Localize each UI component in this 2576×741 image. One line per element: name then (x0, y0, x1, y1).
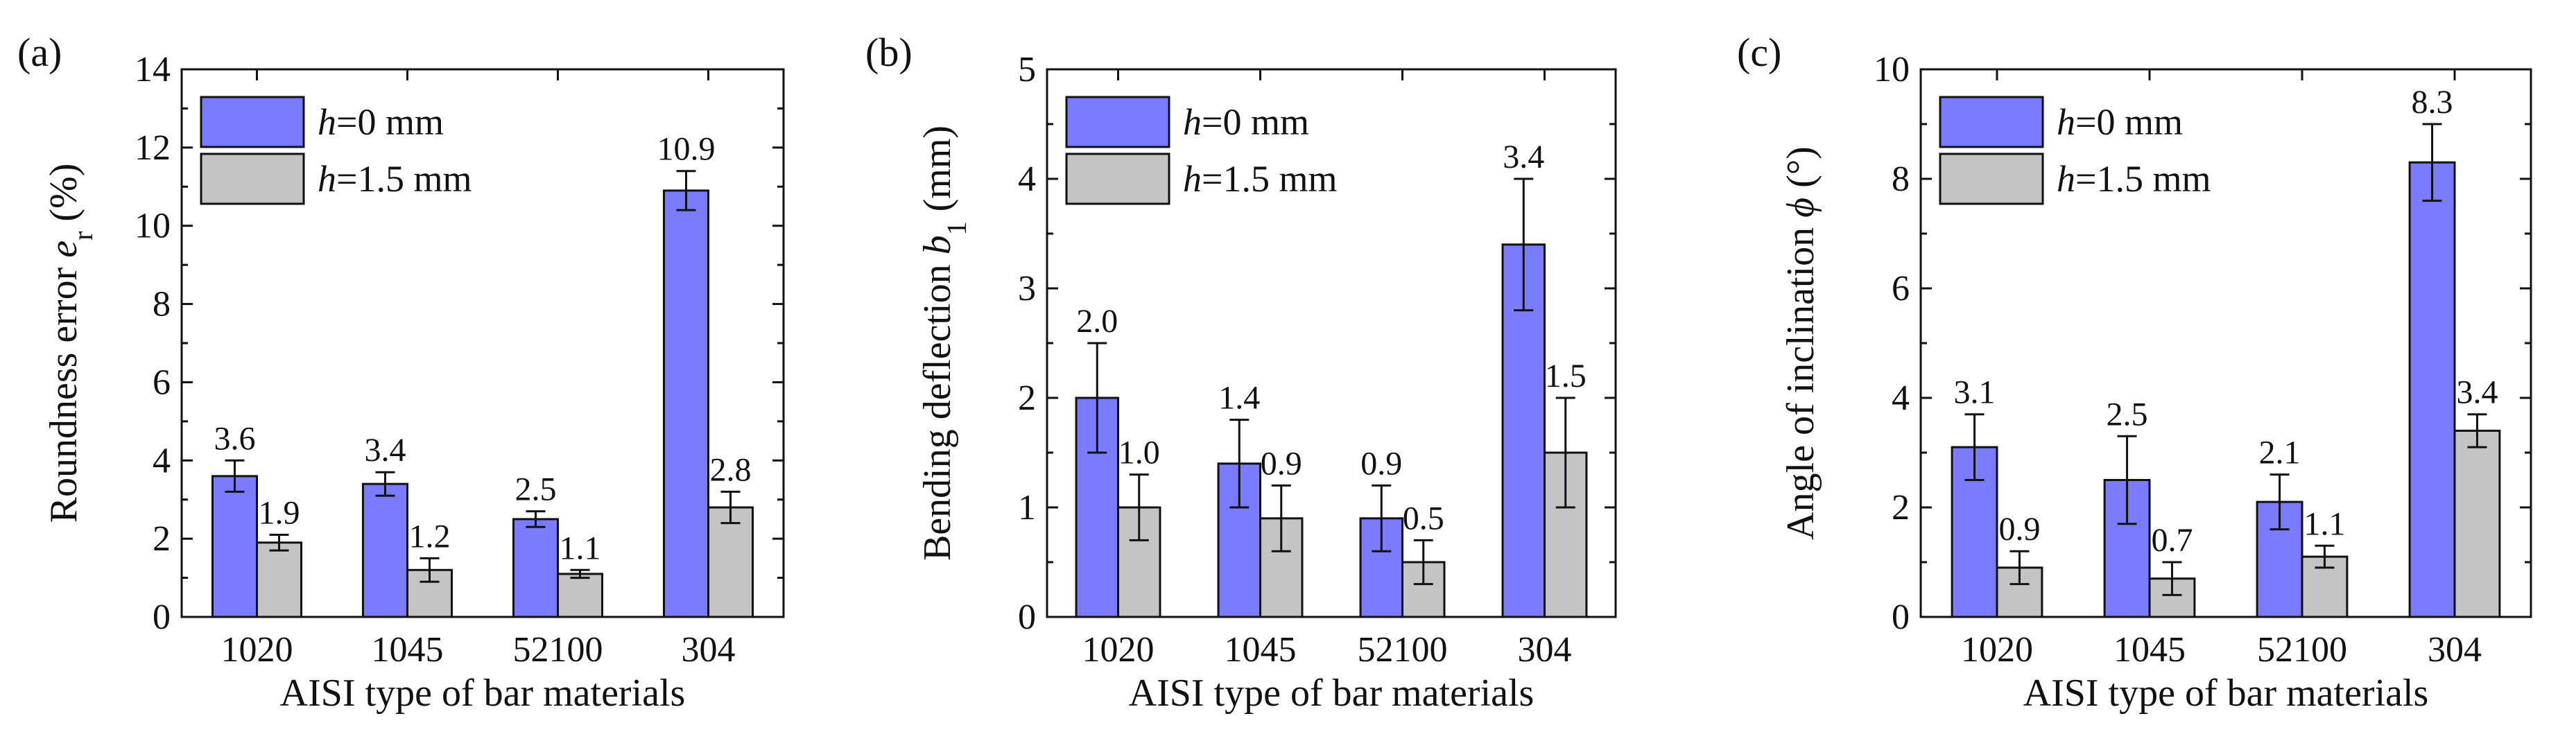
x-tick-label: 304 (2428, 630, 2482, 670)
chart-panel-2: (b)01234510202.01.010451.40.9521000.90.5… (865, 30, 1617, 715)
data-label: 0.9 (1360, 445, 1402, 482)
data-label: 10.9 (657, 131, 715, 168)
data-label: 3.1 (1954, 374, 1996, 411)
y-tick-label: 5 (1018, 50, 1036, 89)
y-tick-label: 0 (1892, 598, 1910, 637)
data-label: 1.1 (560, 530, 601, 566)
y-axis-title: Bending deflection b1 (mm) (916, 125, 972, 561)
x-tick-label: 304 (682, 630, 736, 670)
x-axis-title: AISI type of bar materials (2023, 672, 2429, 715)
legend-swatch-series1 (1065, 152, 1170, 205)
y-tick-label: 4 (1892, 378, 1910, 418)
panel-label: (a) (17, 30, 62, 75)
x-tick-label: 1020 (1082, 630, 1155, 670)
data-label: 0.9 (1261, 445, 1302, 482)
y-tick-label: 1 (1018, 488, 1036, 528)
legend-label-series0: h=0 mm (318, 101, 444, 143)
data-label: 8.3 (2412, 84, 2453, 121)
y-axis-title: Angle of inclination ϕ (°) (1779, 146, 1822, 540)
data-label: 2.5 (515, 471, 556, 508)
bar-304-series0 (662, 189, 709, 618)
x-tick-label: 1045 (2113, 630, 2186, 670)
bar-304-series1 (2453, 429, 2501, 618)
axis-frame (1046, 68, 1617, 618)
data-label: 0.5 (1403, 500, 1444, 537)
chart-panel-3: (c) 0 2 4 6 8 10 1020 3.1 0.9 1045 2.5 0.7 52100 2.11.… (1737, 30, 2532, 715)
data-label: 1.0 (1118, 435, 1160, 471)
x-tick-label: 304 (1518, 630, 1572, 670)
bar-52100-series0 (512, 518, 559, 618)
data-label: 3.6 (214, 420, 255, 457)
data-label: 3.4 (2456, 374, 2498, 411)
y-tick-label: 6 (1892, 269, 1910, 308)
bar-304-series0 (2408, 161, 2456, 618)
y-tick-label: 8 (1892, 159, 1910, 199)
y-tick-label: 3 (1018, 269, 1036, 308)
y-tick-label: 8 (153, 285, 171, 324)
data-label: 0.7 (2151, 522, 2193, 559)
y-tick-label: 0 (1018, 598, 1036, 637)
data-label: 1.1 (2303, 505, 2345, 542)
data-label: 2.8 (710, 451, 752, 488)
data-label: 1.9 (259, 495, 300, 532)
y-tick-label: 6 (153, 363, 171, 402)
x-tick-label: 1020 (221, 630, 293, 670)
bar-1020-series0 (211, 475, 258, 618)
legend-swatch-series0 (200, 96, 305, 148)
axis-frame (180, 68, 785, 618)
chart-panel-1: (a) 0 2 4 6 8 10 12 14 1020 3.6 1.9 1045 3.4 1.2 52100 2… (17, 30, 785, 715)
data-label: 2.5 (2107, 396, 2148, 433)
legend-label-series1: h=1.5 mm (1183, 158, 1337, 200)
y-tick-label: 2 (153, 519, 171, 559)
data-label: 1.2 (409, 518, 451, 555)
y-axis-title: Roundness error er (%) (42, 164, 98, 523)
data-label: 1.4 (1218, 380, 1260, 417)
legend-label-series1: h=1.5 mm (2057, 158, 2211, 200)
data-label: 1.5 (1545, 358, 1587, 394)
legend-swatch-series1 (200, 152, 305, 205)
x-tick-label: 52100 (513, 630, 603, 670)
legend-swatch-series0 (1065, 96, 1170, 148)
y-tick-label: 2 (1018, 378, 1036, 418)
y-tick-label: 4 (153, 441, 171, 480)
axis-frame (1919, 68, 2532, 618)
x-tick-label: 1020 (1961, 630, 2033, 670)
bar-1045-series0 (361, 482, 408, 618)
data-label: 2.0 (1076, 303, 1118, 340)
legend-swatch-series0 (1939, 96, 2044, 148)
data-label: 3.4 (1503, 139, 1544, 175)
legend-swatch-series1 (1939, 152, 2044, 205)
y-tick-label: 12 (135, 128, 171, 168)
panel-label: (c) (1737, 30, 1781, 75)
x-axis-title: AISI type of bar materials (280, 672, 686, 715)
legend-label-series0: h=0 mm (1183, 101, 1309, 143)
y-tick-label: 10 (135, 207, 171, 246)
y-tick-label: 14 (135, 50, 171, 89)
data-label: 0.9 (1998, 511, 2040, 548)
x-tick-label: 52100 (1358, 630, 1448, 670)
y-tick-label: 10 (1874, 50, 1910, 89)
bar-1020-series1 (256, 541, 303, 618)
y-tick-label: 4 (1018, 159, 1036, 199)
x-tick-label: 52100 (2257, 630, 2347, 670)
legend-label-series0: h=0 mm (2057, 101, 2183, 143)
data-label: 2.1 (2259, 435, 2301, 471)
x-tick-label: 1045 (372, 630, 444, 670)
x-axis-title: AISI type of bar materials (1129, 672, 1535, 715)
x-tick-label: 1045 (1225, 630, 1297, 670)
data-label: 3.4 (364, 432, 406, 469)
y-tick-label: 2 (1892, 488, 1910, 528)
bar-304-series1 (707, 506, 754, 618)
y-tick-label: 0 (153, 598, 171, 637)
panel-label: (b) (865, 30, 913, 75)
bar-52100-series1 (557, 573, 604, 618)
legend-label-series1: h=1.5 mm (318, 158, 472, 200)
